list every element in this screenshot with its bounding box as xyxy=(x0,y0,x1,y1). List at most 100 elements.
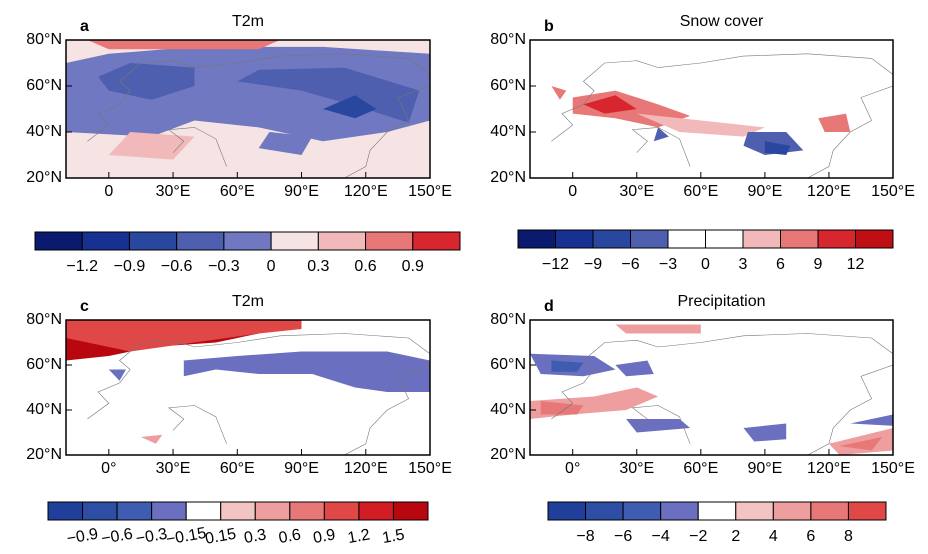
y-tick-label: 40°N xyxy=(490,401,526,418)
y-tick-label: 20°N xyxy=(26,169,62,186)
contour-fill xyxy=(636,113,765,137)
map-fill xyxy=(530,320,893,455)
coastline xyxy=(344,85,430,178)
y-tick-label: 40°N xyxy=(26,123,62,140)
contour-fill xyxy=(818,113,851,132)
x-tick-label: 120°E xyxy=(807,460,851,477)
colorbar-label: 0 xyxy=(267,258,276,275)
x-tick-label: 60°E xyxy=(220,183,255,200)
colorbar-box xyxy=(630,229,669,249)
x-tick-label: 90°E xyxy=(284,183,319,200)
colorbar-box xyxy=(365,231,414,251)
x-tick-label: 150°E xyxy=(408,460,452,477)
colorbar-label: −0.6 xyxy=(100,526,134,548)
contour-fill xyxy=(551,86,567,100)
contour-fill xyxy=(87,40,281,50)
colorbar-box xyxy=(555,229,594,249)
colorbar-box xyxy=(223,231,272,251)
colorbar-box xyxy=(270,231,319,251)
x-tick-label: 0 xyxy=(568,183,577,200)
y-tick-label: 20°N xyxy=(490,446,526,463)
colorbar-box xyxy=(780,229,819,249)
panel-label: d xyxy=(544,298,554,315)
colorbar-box xyxy=(323,501,360,521)
colorbar-label: 0.15 xyxy=(204,526,238,548)
colorbar-box xyxy=(855,229,894,249)
coastline xyxy=(551,53,893,142)
y-tick-label: 20°N xyxy=(490,169,526,186)
panel-label: b xyxy=(544,18,554,35)
colorbar-label: 0.6 xyxy=(354,258,376,275)
colorbar-label: −0.3 xyxy=(208,258,240,275)
x-tick-label: 0 xyxy=(104,183,113,200)
colorbar-label: 6 xyxy=(806,528,815,545)
map-frame xyxy=(529,39,894,179)
colorbar-box xyxy=(116,501,153,521)
x-tick-label: 150°E xyxy=(871,183,915,200)
colorbar-label: −0.9 xyxy=(65,526,99,548)
colorbar-label: −0.9 xyxy=(114,258,146,275)
colorbar-label: 0.9 xyxy=(312,526,337,547)
y-tick-label: 80°N xyxy=(490,31,526,48)
contour-fill xyxy=(850,414,893,426)
map-frame xyxy=(65,319,431,456)
contour-fill xyxy=(626,419,691,433)
colorbar-box xyxy=(585,501,624,521)
panel-title: T2m xyxy=(232,293,264,310)
colorbar-box xyxy=(392,501,429,521)
x-tick-label: 0° xyxy=(565,460,580,477)
contour-fill xyxy=(140,434,163,444)
colorbar-box xyxy=(47,501,84,521)
x-tick-label: 60°E xyxy=(683,183,718,200)
y-tick-label: 60°N xyxy=(490,356,526,373)
x-tick-label: 30°E xyxy=(619,183,654,200)
colorbar-label: 9 xyxy=(814,256,823,273)
colorbar-label: 4 xyxy=(769,528,778,545)
colorbar-box xyxy=(317,231,367,251)
colorbar-box xyxy=(660,501,699,521)
colorbar-label: −0.6 xyxy=(161,258,193,275)
colorbar-label: −1.2 xyxy=(66,258,98,275)
colorbar-box xyxy=(817,229,856,249)
colorbar-box xyxy=(176,231,225,251)
colorbar-label: −9 xyxy=(584,256,602,273)
contour-fill xyxy=(615,324,701,334)
y-tick-label: 40°N xyxy=(490,123,526,140)
map-fill xyxy=(66,320,430,455)
y-tick-label: 80°N xyxy=(26,311,62,328)
x-tick-label: 90°E xyxy=(747,183,782,200)
x-tick-label: 30°E xyxy=(156,183,191,200)
colorbar-label: −4 xyxy=(652,528,670,545)
colorbar-box xyxy=(412,231,461,251)
contour-fill xyxy=(108,132,195,160)
coastline xyxy=(168,127,227,167)
x-tick-label: 0° xyxy=(101,460,116,477)
colorbar-box xyxy=(622,501,662,521)
y-tick-label: 60°N xyxy=(26,356,62,373)
map-fill xyxy=(66,40,430,178)
colorbar-label: 0.9 xyxy=(402,258,424,275)
colorbar-box xyxy=(82,501,118,521)
y-tick-label: 20°N xyxy=(26,446,62,463)
y-tick-label: 60°N xyxy=(490,77,526,94)
colorbar-box xyxy=(151,501,187,521)
colorbar-box xyxy=(517,229,556,249)
coastline xyxy=(167,405,227,444)
map-frame xyxy=(65,39,431,179)
contour-fill xyxy=(764,141,791,155)
x-tick-label: 30°E xyxy=(156,460,191,477)
colorbar-label: −6 xyxy=(621,256,639,273)
colorbar-box xyxy=(810,501,849,521)
map-panel: d Precipitation 20°N 40°N 60°N 80°N 0° 30°E 60°E… xyxy=(490,293,915,545)
contour-fill xyxy=(183,351,430,392)
colorbar-label: −2 xyxy=(689,528,707,545)
y-tick-label: 80°N xyxy=(490,311,526,328)
coastline xyxy=(87,333,430,420)
colorbar-box xyxy=(358,501,394,521)
colorbar-label: −6 xyxy=(614,528,632,545)
contour-fill xyxy=(98,63,195,100)
y-tick-label: 40°N xyxy=(26,401,62,418)
coastline xyxy=(807,364,893,455)
x-tick-label: 60°E xyxy=(220,460,255,477)
